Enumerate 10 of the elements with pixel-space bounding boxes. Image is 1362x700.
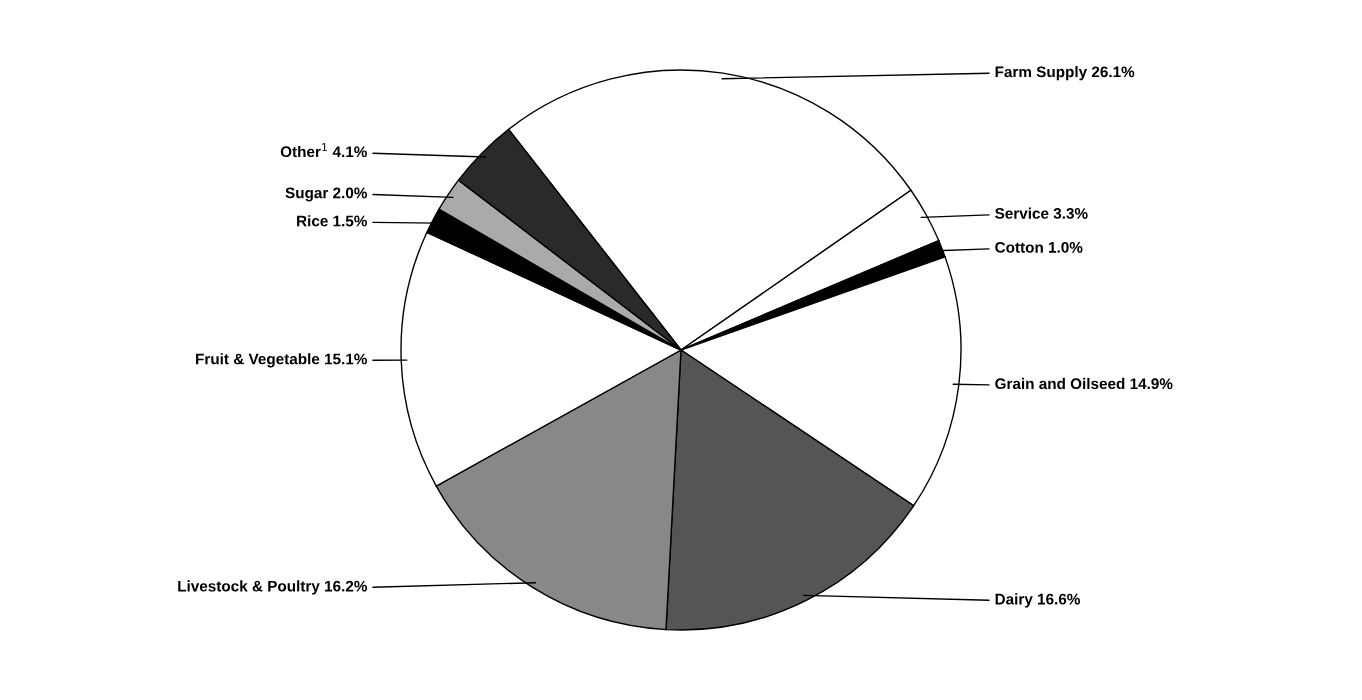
slice-label: Dairy 16.6% (995, 593, 1080, 608)
slice-label: Other$^{1}$ 4.1% (280, 143, 367, 158)
slice-label: Livestock & Poultry 16.2% (178, 580, 368, 595)
slice-label: Grain and Oilseed 14.9% (995, 377, 1173, 390)
slice-label: Cotton 1.0% (995, 241, 1083, 253)
slice-label: Rice 1.5% (297, 215, 367, 227)
slice-label: Sugar 2.0% (285, 187, 367, 202)
slice-label: Farm Supply 26.1% (995, 66, 1135, 81)
slice-label: Service 3.3% (995, 207, 1088, 219)
slice-label: Fruit & Vegetable 15.1% (196, 353, 368, 368)
